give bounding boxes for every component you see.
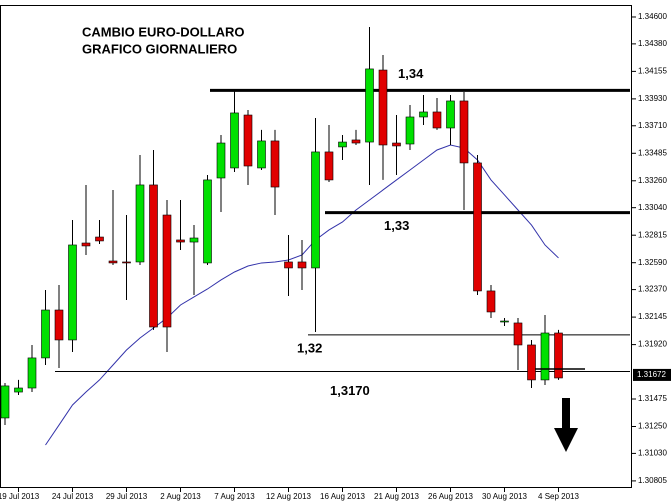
candle-body — [378, 69, 388, 146]
candle-body — [297, 261, 307, 269]
level-label: 1,34 — [398, 66, 424, 81]
candle-body — [459, 100, 469, 164]
candle-body — [338, 141, 347, 148]
candle-body — [162, 214, 172, 328]
y-tick-label: 1.33485 — [638, 148, 667, 157]
y-tick-label: 1.31250 — [638, 422, 667, 431]
candle-body — [176, 239, 185, 243]
x-tick-label: 2 Aug 2013 — [160, 492, 201, 501]
candle-body — [432, 111, 442, 129]
candle-body — [68, 244, 77, 341]
plot-frame — [0, 5, 632, 488]
candle-body — [365, 68, 374, 143]
x-tick-label: 16 Aug 2013 — [320, 492, 365, 501]
y-tick-label: 1.33710 — [638, 121, 667, 130]
chart-subtitle: GRAFICO GIORNALIERO — [82, 41, 237, 56]
y-tick-label: 1.31920 — [638, 340, 667, 349]
candle-body — [81, 242, 91, 247]
y-tick-label: 1.32815 — [638, 230, 667, 239]
y-tick-label: 1.31030 — [638, 449, 667, 458]
y-tick-label: 1.31475 — [638, 394, 667, 403]
x-tick-label: 21 Aug 2013 — [374, 492, 419, 501]
current-price-box — [633, 368, 671, 381]
candle-body — [122, 261, 131, 264]
candle-body — [189, 237, 199, 243]
x-tick-label: 7 Aug 2013 — [214, 492, 255, 501]
y-tick-label: 1.32590 — [638, 258, 667, 267]
candle-body — [351, 139, 361, 144]
candle-body — [108, 260, 118, 264]
candle-body — [149, 184, 158, 328]
candle-body — [284, 261, 293, 269]
level-label: 1,33 — [384, 218, 409, 233]
candle-body — [243, 114, 253, 167]
candle-body — [446, 100, 455, 129]
y-tick-label: 1.32370 — [638, 285, 667, 294]
candle-body — [513, 322, 523, 346]
x-tick-label: 19 Jul 2013 — [0, 492, 40, 501]
level-label: 1,32 — [297, 340, 322, 355]
x-tick-label: 24 Jul 2013 — [52, 492, 94, 501]
y-tick-label: 1.33930 — [638, 94, 667, 103]
candle-body — [473, 162, 482, 292]
candle-body — [54, 309, 64, 341]
candle-body — [405, 116, 415, 145]
candle-body — [27, 357, 37, 389]
candle-body — [419, 111, 428, 118]
candle-body — [14, 387, 23, 393]
candle-body — [270, 140, 280, 188]
candle-body — [500, 320, 509, 323]
current-price-label: 1.31672 — [637, 370, 666, 379]
candle-body — [135, 184, 145, 263]
candle-body — [257, 140, 266, 169]
candle-body — [216, 142, 226, 179]
candle-body — [41, 309, 50, 359]
y-tick-label: 1.33260 — [638, 176, 667, 185]
chart-title: CAMBIO EURO-DOLLARO — [82, 24, 245, 39]
level-label: 1,3170 — [330, 383, 370, 398]
candle-body — [95, 236, 104, 242]
x-tick-label: 26 Aug 2013 — [428, 492, 473, 501]
candle-body — [203, 179, 212, 264]
x-tick-label: 4 Sep 2013 — [538, 492, 579, 501]
candle-body — [0, 385, 10, 419]
y-tick-label: 1.34600 — [638, 12, 667, 21]
candle-body — [230, 112, 239, 169]
y-tick-label: 1.34155 — [638, 66, 667, 75]
candle-body — [486, 290, 496, 313]
y-tick-label: 1.32145 — [638, 312, 667, 321]
down-arrow — [554, 398, 578, 452]
y-tick-label: 1.33040 — [638, 203, 667, 212]
x-tick-label: 12 Aug 2013 — [266, 492, 311, 501]
candle-body — [311, 151, 320, 269]
candle-body — [540, 332, 550, 381]
plot: 1.34600 1.34380 1.34155 1.33930 1.33710 1.334… — [0, 12, 671, 501]
x-tick-label: 29 Jul 2013 — [106, 492, 148, 501]
x-tick-label: 30 Aug 2013 — [482, 492, 527, 501]
y-tick-label: 1.34380 — [638, 39, 667, 48]
candle-body — [527, 344, 536, 381]
candle-body — [554, 332, 563, 379]
y-tick-label: 1.30805 — [638, 476, 667, 485]
candle-body — [324, 151, 334, 181]
candle-body — [392, 142, 401, 147]
